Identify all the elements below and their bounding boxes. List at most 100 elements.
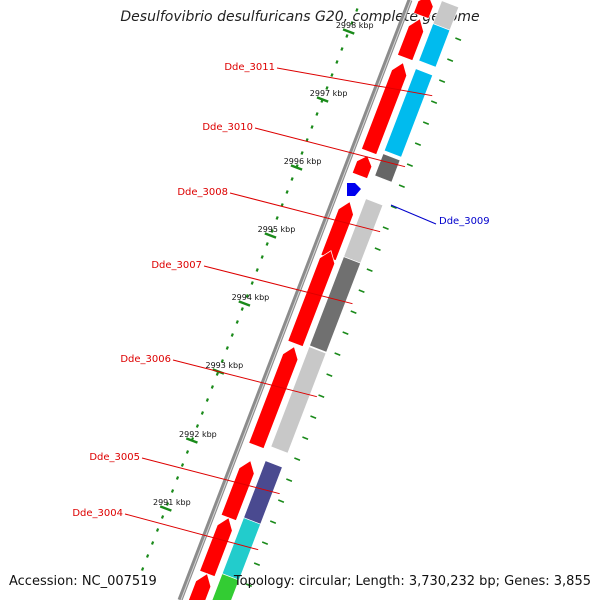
cog-scale-dash <box>398 184 405 188</box>
cog-scale-dash <box>439 79 446 83</box>
cog-scale-dash <box>382 226 389 230</box>
forward-gene-3 <box>361 62 408 156</box>
scale-tick <box>185 437 198 444</box>
scale-dot <box>200 411 205 415</box>
cog-scale-dash <box>414 142 422 146</box>
forward-gene-10 <box>188 573 212 600</box>
topology-text: Topology: circular; Length: 3,730,232 bp… <box>233 574 591 589</box>
forward-gene-1 <box>413 0 434 20</box>
cog-scale-dash <box>406 163 413 167</box>
scale-dot <box>180 463 185 467</box>
backbone-track <box>177 0 413 600</box>
gene-leader-line <box>276 67 433 97</box>
scale-tick-label: 2996 kbp <box>284 157 322 166</box>
scale-dot <box>155 528 160 532</box>
cog-scale-dash <box>374 247 381 251</box>
scale-dot <box>205 398 209 402</box>
cog-block-10 <box>211 573 240 600</box>
scale-dot <box>265 242 269 246</box>
cog-scale-dash <box>342 331 349 335</box>
gene-label-text: Dde_3008 <box>177 187 228 198</box>
cog-scale-dash <box>269 520 277 524</box>
cog-scale-dash <box>294 457 301 461</box>
cog-scale-dash <box>302 436 309 440</box>
cog-scale-dash <box>326 373 333 377</box>
backbone-line <box>177 0 413 600</box>
scale-dot <box>185 450 190 454</box>
scale-dot <box>145 554 150 558</box>
scale-dot <box>210 385 214 389</box>
scale-dot <box>160 515 165 519</box>
scale-dot <box>300 151 304 155</box>
scale-dot <box>195 424 200 428</box>
scale-dot <box>335 60 339 64</box>
scale-dot <box>340 47 344 51</box>
scale-dot <box>290 177 294 181</box>
scale-tick-label: 2994 kbp <box>232 293 270 302</box>
gene-leader-line <box>254 127 406 168</box>
gene-label-dde-3004: Dde_3004 <box>72 508 259 551</box>
scale-track: 2991 kbp 2992 kbp 2993 kbp 2994 kbp 2995 kbp… <box>141 8 462 587</box>
scale-dot <box>250 281 254 285</box>
cog-block-7 <box>270 346 327 454</box>
scale-tick-label: 2998 kbp <box>336 21 374 30</box>
scale-dot <box>230 333 234 337</box>
scale-dot <box>165 502 170 506</box>
cog-scale-dash <box>422 121 430 125</box>
scale-tick <box>238 300 251 307</box>
cog-scale-dash <box>261 541 269 545</box>
scale-dot <box>310 125 314 129</box>
scale-tick-label: 2997 kbp <box>310 89 348 98</box>
gene-label-text: Dde_3004 <box>72 508 123 519</box>
gene-label-dde-3009: Dde_3009 <box>390 204 490 227</box>
forward-gene-7 <box>248 346 299 450</box>
scale-dot <box>150 541 155 545</box>
gene-leader-line <box>124 513 259 551</box>
backbone-highlight <box>180 0 412 600</box>
scale-dot <box>225 346 229 350</box>
cog-block-6 <box>309 256 361 353</box>
scale-tick-label: 2993 kbp <box>206 361 244 370</box>
scale-dot <box>260 255 264 259</box>
scale-dot <box>270 229 274 233</box>
scale-dot <box>175 476 180 480</box>
gene-leader-line <box>172 359 317 398</box>
scale-tick <box>290 164 303 171</box>
cog-scale-dash <box>334 352 341 356</box>
forward-gene-8 <box>220 460 255 522</box>
cog-scale-dash <box>318 394 325 398</box>
scale-dot <box>215 372 219 376</box>
gene-label-text: Dde_3009 <box>439 216 490 227</box>
cog-scale-dash <box>455 37 462 41</box>
scale-tick <box>316 96 329 103</box>
forward-gene-2 <box>397 18 424 62</box>
cog-scale-dash <box>245 583 252 587</box>
gene-label-dde-3005: Dde_3005 <box>89 452 280 495</box>
scale-tick <box>159 505 172 512</box>
scale-dot <box>240 307 244 311</box>
forward-gene-6 <box>287 250 336 348</box>
forward-gene-9 <box>199 517 233 578</box>
scale-tick-label: 2995 kbp <box>258 225 296 234</box>
cog-scale-dash <box>366 268 373 272</box>
scale-dot <box>330 73 334 77</box>
scale-dot <box>235 320 239 324</box>
cog-scale-dash <box>253 562 261 566</box>
cog-block-3 <box>383 68 433 158</box>
cog-scale-dash <box>310 415 317 419</box>
genome-title: Desulfovibrio desulfuricans G20, complet… <box>120 9 480 25</box>
scale-tick <box>342 28 355 35</box>
scale-tick-label: 2992 kbp <box>179 430 217 439</box>
cog-scale-dash <box>350 310 357 314</box>
cog-scale-dash <box>286 478 293 482</box>
scale-dot <box>220 359 224 363</box>
gene-label-dde-3007: Dde_3007 <box>151 260 353 305</box>
cog-scale-dash <box>430 100 438 104</box>
gene-label-layer: Dde_3011 Dde_3010 Dde_3008 Dde_3007 Dde_3006… <box>72 62 490 551</box>
gene-label-dde-3008: Dde_3008 <box>177 187 381 233</box>
cog-track <box>211 0 460 600</box>
gene-label-text: Dde_3007 <box>151 260 202 271</box>
scale-dot <box>345 34 349 38</box>
